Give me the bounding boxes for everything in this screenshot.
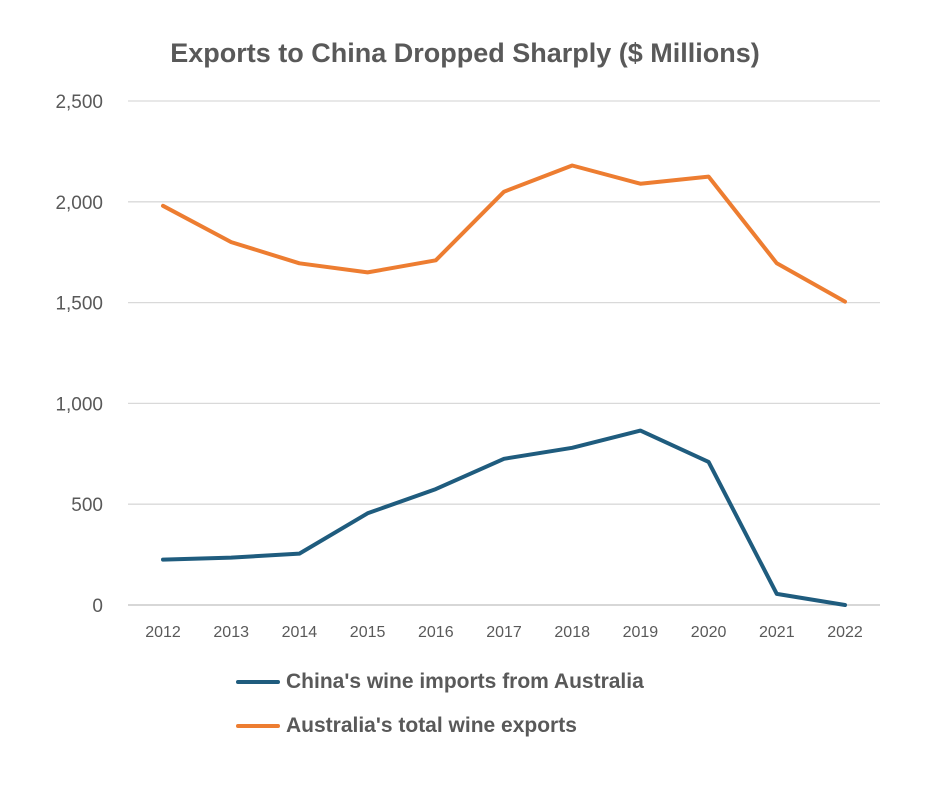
legend-swatch-total-exports	[236, 724, 280, 728]
y-tick-label: 500	[71, 495, 103, 516]
x-tick-label: 2022	[827, 624, 863, 641]
y-tick-label: 2,000	[55, 193, 103, 214]
x-tick-label: 2019	[623, 624, 659, 641]
x-tick-label: 2014	[282, 624, 318, 641]
x-tick-label: 2013	[213, 624, 249, 641]
series-line-0	[161, 428, 847, 607]
y-tick-label: 2,500	[55, 92, 103, 113]
x-tick-label: 2020	[691, 624, 727, 641]
legend-swatch-china-imports	[236, 680, 280, 684]
legend-item-total-exports: Australia's total wine exports	[236, 704, 644, 748]
x-tick-label: 2015	[350, 624, 386, 641]
x-tick-label: 2021	[759, 624, 795, 641]
x-tick-label: 2017	[486, 624, 522, 641]
y-tick-label: 1,500	[55, 294, 103, 315]
legend-label-china-imports: China's wine imports from Australia	[286, 670, 644, 693]
legend-label-total-exports: Australia's total wine exports	[286, 714, 577, 737]
y-tick-label: 0	[92, 596, 103, 617]
series-lines	[161, 163, 847, 607]
chart-title: Exports to China Dropped Sharply ($ Mill…	[170, 38, 760, 68]
series-line-1	[161, 163, 847, 304]
y-axis-ticks: 0 500 1,000 1,500 2,000 2,500	[55, 92, 103, 617]
x-tick-label: 2016	[418, 624, 454, 641]
legend: China's wine imports from Australia Aust…	[236, 660, 644, 748]
y-tick-label: 1,000	[55, 394, 103, 415]
x-tick-label: 2018	[554, 624, 590, 641]
legend-item-china-imports: China's wine imports from Australia	[236, 660, 644, 704]
x-tick-label: 2012	[145, 624, 181, 641]
gridlines	[128, 100, 880, 606]
x-axis-ticks: 2012 2013 2014 2015 2016 2017 2018 2019 2020 2021…	[145, 624, 863, 641]
